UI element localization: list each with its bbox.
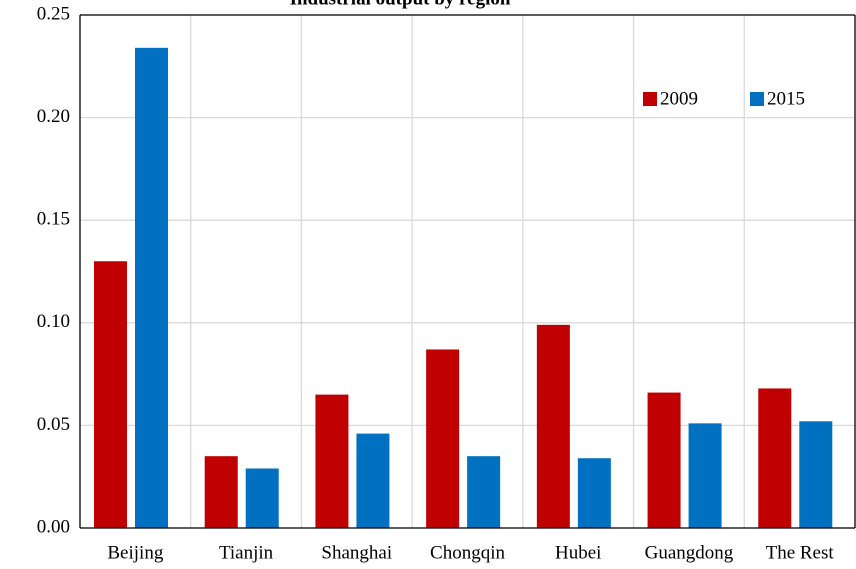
bar (799, 421, 833, 528)
bar (758, 388, 792, 528)
y-tick-label: 0.15 (37, 209, 70, 230)
x-tick-label: Chongqin (430, 542, 505, 563)
x-tick-label: The Rest (766, 542, 835, 563)
bar (647, 392, 681, 528)
bar (577, 458, 611, 528)
x-tick-label: Tianjin (219, 542, 274, 563)
chart-title: Industrial output by region (290, 0, 511, 9)
legend-label: 2009 (660, 88, 698, 109)
bar (467, 456, 501, 528)
x-tick-label: Guangdong (645, 542, 734, 563)
bar (315, 394, 349, 528)
y-tick-label: 0.05 (37, 414, 70, 435)
bar (688, 423, 722, 528)
bar (135, 47, 168, 528)
x-tick-label: Beijing (107, 542, 163, 563)
x-tick-label: Hubei (555, 542, 601, 563)
y-tick-label: 0.00 (37, 516, 70, 537)
bar (94, 261, 127, 528)
x-tick-label: Shanghai (321, 542, 392, 563)
bar (204, 456, 238, 528)
legend-label: 2015 (767, 88, 805, 109)
y-tick-label: 0.20 (37, 106, 70, 127)
bar (245, 468, 279, 528)
y-tick-label: 0.10 (37, 311, 70, 332)
bar (356, 433, 390, 528)
legend-swatch (750, 92, 764, 106)
bar (426, 349, 460, 528)
bar (536, 324, 570, 528)
y-tick-label: 0.25 (37, 3, 70, 24)
legend-swatch (643, 92, 657, 106)
